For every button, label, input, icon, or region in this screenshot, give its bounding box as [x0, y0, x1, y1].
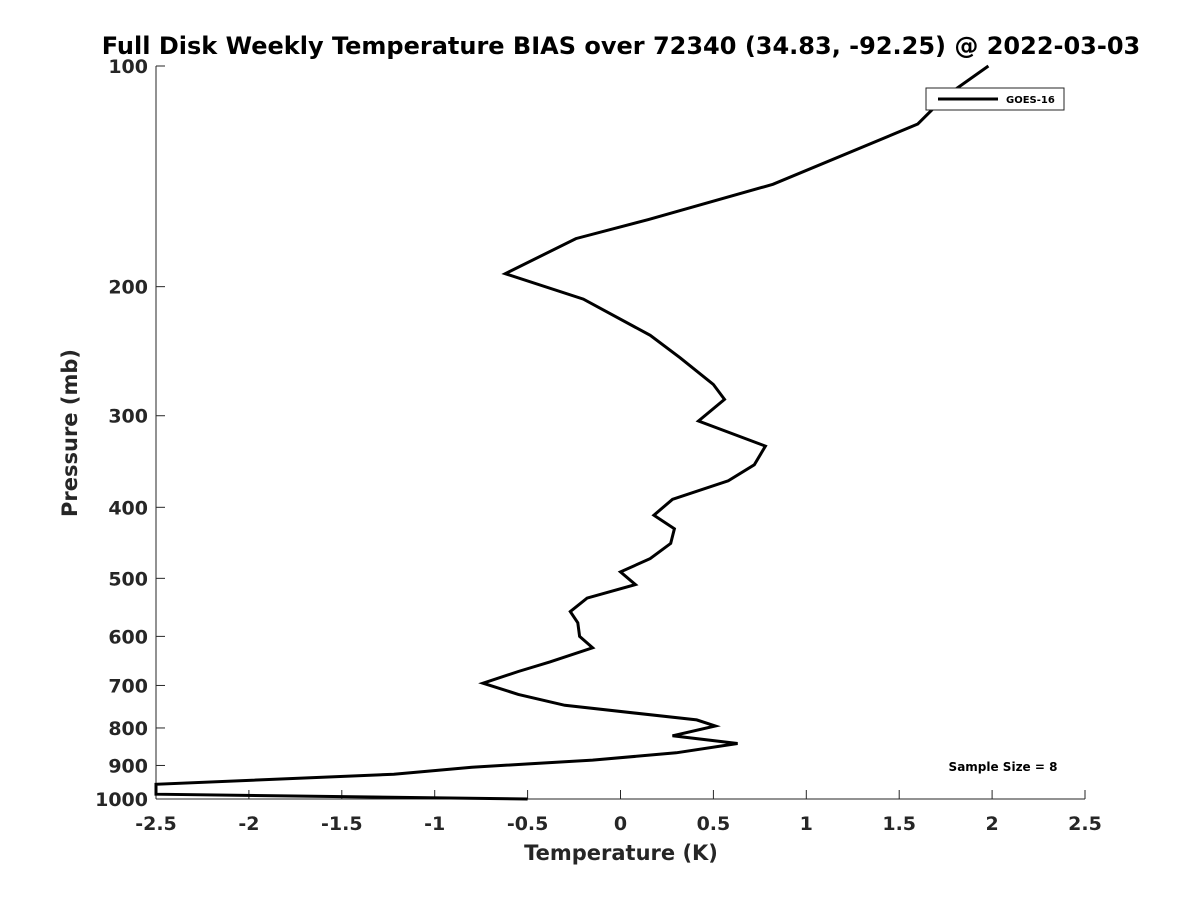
chart-title: Full Disk Weekly Temperature BIAS over 7…	[102, 32, 1141, 60]
sample-size-annotation: Sample Size = 8	[949, 760, 1058, 774]
x-tick-label: -2.5	[135, 813, 177, 835]
y-tick-label: 400	[108, 497, 148, 519]
y-tick-label: 800	[108, 718, 148, 740]
legend-label-goes-16: GOES-16	[1006, 95, 1055, 106]
y-ticks: 100 200 300 400 500 600 700 800 900 1000	[95, 56, 165, 811]
x-axis-label: Temperature (K)	[524, 841, 718, 865]
y-tick-label: 700	[108, 675, 148, 697]
x-tick-label: -2	[238, 813, 259, 835]
x-tick-label: -1	[424, 813, 445, 835]
y-tick-label: 300	[108, 406, 148, 428]
x-ticks: -2.5 -2 -1.5 -1 -0.5 0 0.5 1 1.5 2 2.5	[135, 790, 1102, 835]
y-tick-label: 1000	[95, 789, 148, 811]
plot-area: -2.5 -2 -1.5 -1 -0.5 0 0.5 1 1.5 2 2.5 100 200 300 40…	[95, 56, 1102, 835]
x-tick-label: 0.5	[697, 813, 731, 835]
series-layer	[154, 64, 990, 801]
y-tick-label: 500	[108, 568, 148, 590]
x-tick-label: 2.5	[1068, 813, 1102, 835]
y-axis-label: Pressure (mb)	[58, 349, 82, 517]
x-tick-label: 0	[614, 813, 627, 835]
x-tick-label: 2	[985, 813, 998, 835]
legend: GOES-16	[925, 87, 1065, 111]
y-tick-label: 900	[108, 755, 148, 777]
x-tick-label: -0.5	[507, 813, 549, 835]
y-tick-label: 100	[108, 56, 148, 78]
x-tick-label: 1	[800, 813, 813, 835]
x-tick-label: 1.5	[882, 813, 916, 835]
y-tick-label: 200	[108, 277, 148, 299]
y-tick-label: 600	[108, 626, 148, 648]
x-tick-label: -1.5	[321, 813, 363, 835]
series-line-goes-16	[154, 64, 990, 801]
